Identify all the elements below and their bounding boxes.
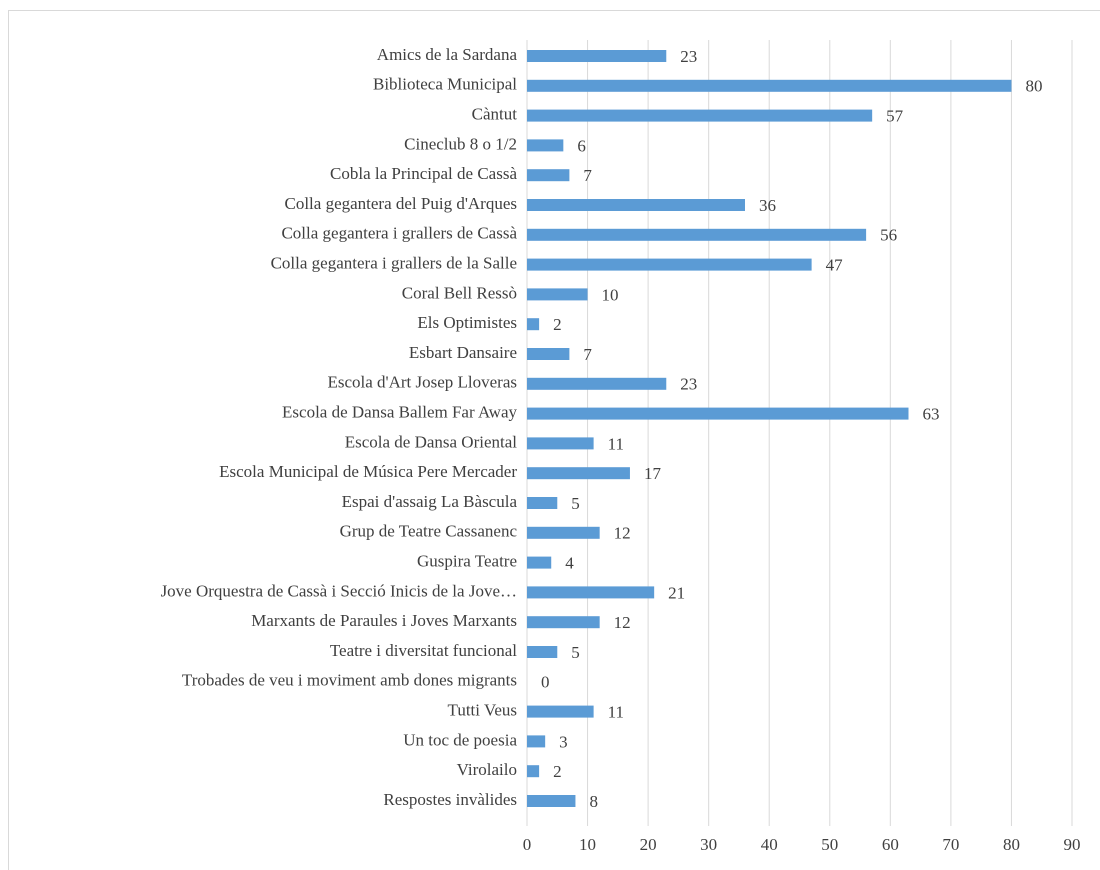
chart-border [8, 10, 1100, 870]
y-tick-label: Biblioteca Municipal [373, 75, 517, 94]
value-label: 12 [614, 524, 631, 543]
value-label: 6 [577, 136, 586, 155]
y-tick-label: Tutti Veus [448, 701, 517, 720]
value-label: 47 [826, 256, 844, 275]
y-tick-label: Escola de Dansa Ballem Far Away [282, 403, 517, 422]
y-tick-label: Guspira Teatre [417, 552, 517, 571]
x-tick-label: 70 [942, 835, 959, 854]
y-tick-label: Teatre i diversitat funcional [330, 641, 517, 660]
y-tick-label: Cineclub 8 o 1/2 [404, 134, 517, 153]
x-tick-label: 50 [821, 835, 838, 854]
bar [527, 50, 667, 62]
y-tick-label: Escola de Dansa Oriental [345, 432, 518, 451]
bar [527, 765, 540, 778]
x-tick-label: 90 [1064, 835, 1081, 854]
bar [527, 467, 630, 480]
bar [527, 139, 564, 152]
value-label: 11 [608, 703, 624, 722]
value-label: 36 [759, 196, 776, 215]
value-label: 23 [680, 47, 697, 66]
value-label: 10 [602, 285, 619, 304]
bar [527, 735, 546, 748]
bar [527, 199, 745, 211]
bar [527, 526, 600, 539]
x-tick-label: 0 [523, 835, 532, 854]
x-tick-label: 20 [640, 835, 657, 854]
y-tick-label: Jove Orquestra de Cassà i Secció Inicis … [161, 581, 517, 600]
value-label: 80 [1025, 77, 1042, 96]
value-label: 17 [644, 464, 662, 483]
x-tick-label: 80 [1003, 835, 1020, 854]
y-tick-label: Cobla la Principal de Cassà [330, 164, 517, 183]
value-label: 23 [680, 375, 697, 394]
y-tick-label: Trobades de veu i moviment amb dones mig… [182, 671, 517, 690]
y-tick-label: Escola d'Art Josep Lloveras [327, 373, 517, 392]
x-tick-label: 30 [700, 835, 717, 854]
x-tick-label: 60 [882, 835, 899, 854]
bar [527, 169, 570, 182]
value-label: 12 [614, 613, 631, 632]
bar [527, 646, 558, 658]
value-label: 3 [559, 732, 568, 751]
y-tick-label: Amics de la Sardana [377, 45, 518, 64]
y-tick-label: Coral Bell Ressò [402, 283, 517, 302]
value-label: 2 [553, 762, 562, 781]
value-label: 21 [668, 583, 685, 602]
y-tick-label: Espai d'assaig La Bàscula [342, 492, 518, 511]
y-tick-label: Un toc de poesia [403, 730, 517, 749]
y-tick-label: Grup de Teatre Cassanenc [340, 522, 518, 541]
bar [527, 228, 867, 241]
y-tick-label: Colla gegantera del Puig d'Arques [284, 194, 517, 213]
y-tick-label: Virolailo [457, 760, 517, 779]
value-label: 4 [565, 554, 574, 573]
bar [527, 556, 552, 569]
bar [527, 288, 588, 301]
value-label: 57 [886, 107, 904, 126]
bar [527, 586, 655, 599]
value-label: 0 [541, 673, 550, 692]
y-tick-label: Els Optimistes [417, 313, 517, 332]
x-tick-label: 10 [579, 835, 596, 854]
bar [527, 497, 558, 509]
value-label: 5 [571, 494, 580, 513]
y-tick-label: Marxants de Paraules i Joves Marxants [251, 611, 517, 630]
bar [527, 318, 540, 331]
value-label: 7 [583, 345, 592, 364]
y-tick-label: Colla gegantera i grallers de Cassà [281, 224, 517, 243]
bar [527, 705, 594, 718]
bar [527, 795, 576, 807]
value-label: 2 [553, 315, 562, 334]
bar [527, 109, 873, 122]
bar [527, 348, 570, 360]
bar [527, 377, 667, 390]
value-label: 56 [880, 226, 897, 245]
value-label: 11 [608, 434, 624, 453]
bar [527, 79, 1012, 92]
y-tick-label: Respostes invàlides [383, 790, 517, 809]
y-tick-label: Colla gegantera i grallers de la Salle [271, 254, 517, 273]
value-label: 5 [571, 643, 580, 662]
bar [527, 437, 594, 450]
bar [527, 407, 909, 420]
bar [527, 616, 600, 629]
y-tick-label: Esbart Dansaire [409, 343, 517, 362]
value-label: 8 [589, 792, 598, 811]
value-label: 7 [583, 166, 592, 185]
x-tick-label: 40 [761, 835, 778, 854]
value-label: 63 [923, 405, 940, 424]
y-tick-label: Escola Municipal de Música Pere Mercader [219, 462, 517, 481]
y-tick-label: Càntut [472, 105, 518, 124]
bar [527, 258, 812, 271]
